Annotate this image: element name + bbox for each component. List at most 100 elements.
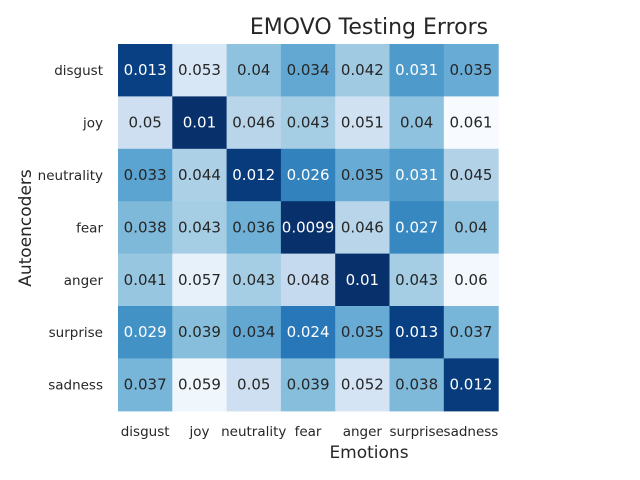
cell-value-label: 0.057 [178,271,221,289]
heatmap-cell [443,201,499,255]
heatmap-cell [118,201,173,255]
heatmap-cell [172,253,228,307]
y-tick-label: joy [82,116,103,132]
heatmap-cell [280,358,336,412]
cell-value-label: 0.051 [341,114,384,132]
cell-value-label: 0.05 [237,376,270,394]
cell-value-label: 0.043 [178,218,221,236]
cell-value-label: 0.024 [287,323,330,341]
heatmap-cell [172,96,228,150]
heatmap-cell [118,306,173,359]
cell-value-label: 0.045 [449,166,492,184]
cell-value-label: 0.061 [449,114,492,132]
cell-value-label: 0.042 [341,61,384,79]
cell-value-label: 0.05 [128,114,161,132]
heatmap-cell [226,306,282,359]
heatmap-cell [226,253,282,307]
heatmap-cell [335,148,391,202]
heatmap-cell [335,253,391,307]
x-tick-label: sadness [444,424,499,440]
cell-value-label: 0.041 [124,271,167,289]
cell-value-label: 0.043 [395,271,438,289]
heatmap-cell [443,306,499,359]
heatmap-cell [389,44,445,97]
cell-value-label: 0.01 [183,114,216,132]
heatmap-cell [389,96,445,150]
heatmap-cell [443,358,499,412]
x-tick-labels: disgust joy neutrality fear anger surprise sad… [121,424,499,440]
heatmap-cell [280,96,336,150]
heatmap-cell [118,148,173,202]
heatmap-cell [118,44,173,97]
heatmap-cell [172,201,228,255]
heatmap-cell [335,306,391,359]
cell-value-label: 0.027 [395,218,438,236]
heatmap-cell [226,44,282,97]
cell-value-label: 0.04 [400,114,433,132]
cell-value-label: 0.012 [232,166,275,184]
heatmap-cell [335,201,391,255]
y-tick-label: sadness [48,378,103,394]
cell-value-label: 0.035 [341,166,384,184]
heatmap-cell [118,253,173,307]
x-tick-label: anger [343,424,383,440]
heatmap-cell [443,96,499,150]
cell-value-label: 0.034 [287,61,330,79]
cell-value-label: 0.031 [395,61,438,79]
chart-title: EMOVO Testing Errors [250,15,488,40]
cell-value-label: 0.037 [449,323,492,341]
heatmap-cell [172,358,228,412]
heatmap-cell [280,306,336,359]
cell-value-label: 0.048 [287,271,330,289]
cell-value-label: 0.029 [124,323,167,341]
cell-value-label: 0.043 [287,114,330,132]
heatmap-cell [226,96,282,150]
cell-value-label: 0.038 [124,218,167,236]
y-tick-label: fear [76,220,103,236]
heatmap-cell [280,253,336,307]
cell-value-label: 0.038 [395,376,438,394]
cell-value-label: 0.013 [395,323,438,341]
y-tick-label: disgust [54,63,103,79]
y-tick-label: surprise [49,325,103,341]
heatmap-cell [226,201,282,255]
y-tick-labels: disgust joy neutrality fear anger surprise sad… [38,63,104,393]
heatmap-cell [389,253,445,307]
x-tick-label: neutrality [221,424,286,440]
heatmap-cell [280,148,336,202]
x-tick-label: fear [295,424,322,440]
x-tick-label: joy [188,424,209,440]
cell-value-label: 0.059 [178,376,221,394]
heatmap-cell [226,358,282,412]
heatmap-cell [280,44,336,97]
heatmap-cell [443,253,499,307]
heatmap-cell [335,358,391,412]
x-tick-label: disgust [121,424,170,440]
cell-value-label: 0.033 [124,166,167,184]
heatmap-cell [118,358,173,412]
y-tick-label: neutrality [38,168,103,184]
heatmap-cells: 0.013 0.053 0.04 0.034 0.042 0.031 0.035 0.05 0.… [118,44,499,412]
heatmap-cell [443,44,499,97]
heatmap-cell [389,148,445,202]
cell-value-label: 0.035 [449,61,492,79]
cell-value-label: 0.04 [454,218,487,236]
heatmap-cell [118,96,173,150]
cell-value-label: 0.034 [232,323,275,341]
heatmap-cell [335,44,391,97]
cell-value-label: 0.052 [341,376,384,394]
heatmap-cell [443,148,499,202]
x-tick-label: surprise [389,424,443,440]
y-axis-label: Autoencoders [16,169,36,287]
heatmap-cell [172,306,228,359]
cell-value-label: 0.013 [124,61,167,79]
heatmap-cell [335,96,391,150]
heatmap-cell [280,201,336,255]
cell-value-label: 0.04 [237,61,270,79]
cell-value-label: 0.039 [287,376,330,394]
x-axis-label: Emotions [329,443,408,463]
heatmap-cell [226,148,282,202]
heatmap-cell [389,358,445,412]
cell-value-label: 0.0099 [282,218,335,236]
